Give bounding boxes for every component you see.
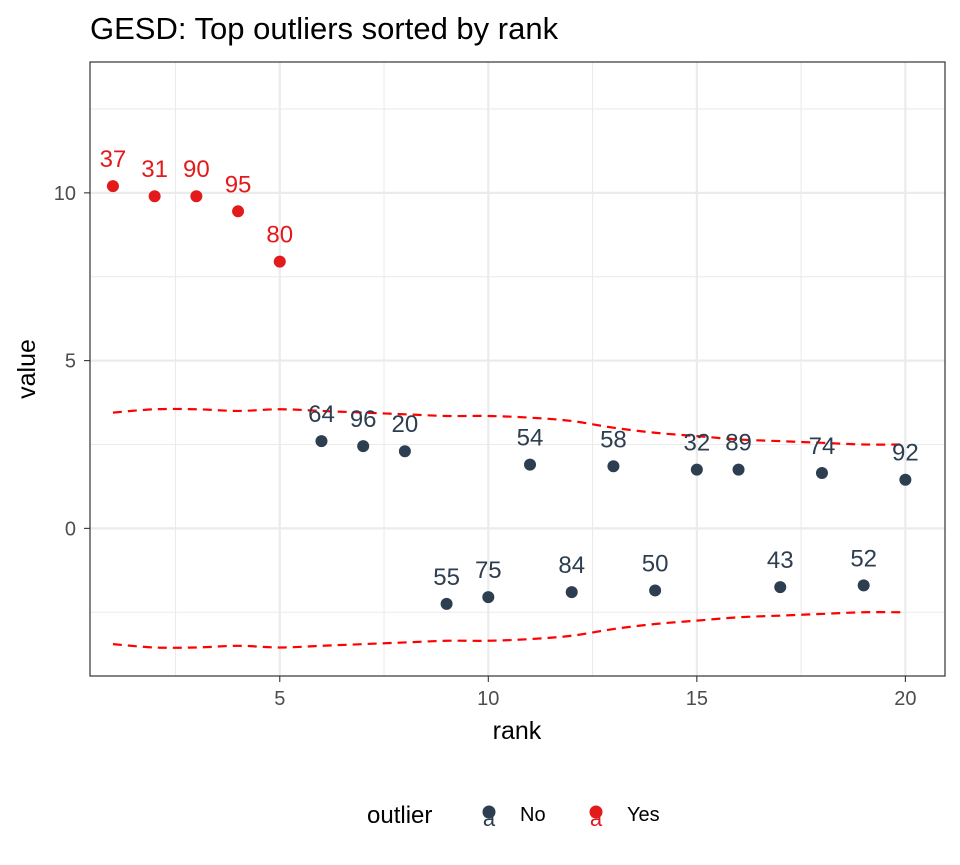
data-point	[106, 180, 119, 193]
legend-key-glyph: a	[590, 806, 603, 831]
legend: outlier a No a Yes	[367, 802, 660, 831]
point-label: 58	[600, 426, 627, 453]
data-point	[398, 445, 411, 458]
data-point	[815, 467, 828, 480]
legend-entries: a No a Yes	[482, 804, 660, 831]
x-axis-title: rank	[493, 717, 542, 745]
plot-panel: 37 31 90 95 80 64 96 20 55 75 54 84 58 50 32 89 43 74 52 92	[89, 61, 946, 677]
data-point	[690, 463, 703, 476]
point-label: 54	[517, 425, 544, 452]
data-point	[482, 591, 495, 604]
point-label: 80	[266, 222, 293, 249]
data-point	[315, 435, 328, 448]
legend-title: outlier	[367, 802, 432, 829]
legend-label: Yes	[627, 804, 660, 826]
point-label: 31	[141, 156, 168, 183]
point-label: 64	[308, 401, 335, 428]
data-point	[857, 579, 870, 592]
x-tick-label: 15	[686, 688, 708, 710]
data-point	[565, 586, 578, 599]
point-label: 96	[350, 406, 377, 433]
data-point	[232, 205, 245, 218]
major-gridlines	[90, 62, 945, 676]
y-tick-label: 0	[65, 518, 76, 540]
data-point	[899, 473, 912, 486]
x-axis: 5 10 15 20	[274, 676, 917, 710]
x-tick-label: 5	[274, 688, 285, 710]
lower-limit-line	[112, 611, 906, 649]
point-label: 55	[433, 564, 460, 591]
data-point	[357, 440, 370, 453]
data-point	[273, 255, 286, 268]
y-axis-title: value	[13, 339, 41, 399]
upper-limit-line	[112, 407, 906, 446]
data-point	[774, 581, 787, 594]
legend-key-dot	[482, 805, 496, 819]
point-label: 43	[767, 547, 794, 574]
data-point	[524, 458, 537, 471]
point-label: 90	[183, 156, 210, 183]
data-point	[190, 190, 203, 203]
data-points	[106, 180, 912, 610]
legend-key-glyph: a	[483, 806, 496, 831]
y-axis: 0 5 10	[54, 183, 90, 540]
point-label: 84	[558, 552, 585, 579]
point-label: 52	[850, 545, 877, 572]
point-label: 20	[392, 411, 419, 438]
legend-entry: a No	[482, 804, 546, 831]
limit-lines	[112, 407, 906, 649]
data-point	[148, 190, 161, 203]
x-tick-label: 20	[894, 688, 916, 710]
point-label: 92	[892, 440, 919, 467]
point-label: 32	[683, 430, 710, 457]
point-labels: 37 31 90 95 80 64 96 20 55 75 54 84 58 50 32 89 43 74 52 92	[100, 146, 919, 591]
legend-label: No	[520, 804, 546, 826]
point-label: 37	[100, 146, 127, 173]
data-point	[649, 584, 662, 597]
y-tick-label: 10	[54, 183, 76, 205]
y-tick-label: 5	[65, 351, 76, 373]
point-label: 75	[475, 557, 502, 584]
chart-title: GESD: Top outliers sorted by rank	[90, 11, 559, 46]
point-label: 95	[225, 171, 252, 198]
minor-gridlines	[90, 62, 945, 676]
point-label: 89	[725, 430, 752, 457]
data-point	[440, 597, 453, 610]
panel-background	[90, 62, 945, 676]
point-label: 74	[809, 433, 836, 460]
data-point	[607, 460, 620, 473]
x-tick-label: 10	[477, 688, 499, 710]
legend-key-dot	[589, 805, 603, 819]
point-label: 50	[642, 550, 669, 577]
data-point	[732, 463, 745, 476]
panel-border	[89, 61, 946, 677]
legend-entry: a Yes	[589, 804, 660, 831]
